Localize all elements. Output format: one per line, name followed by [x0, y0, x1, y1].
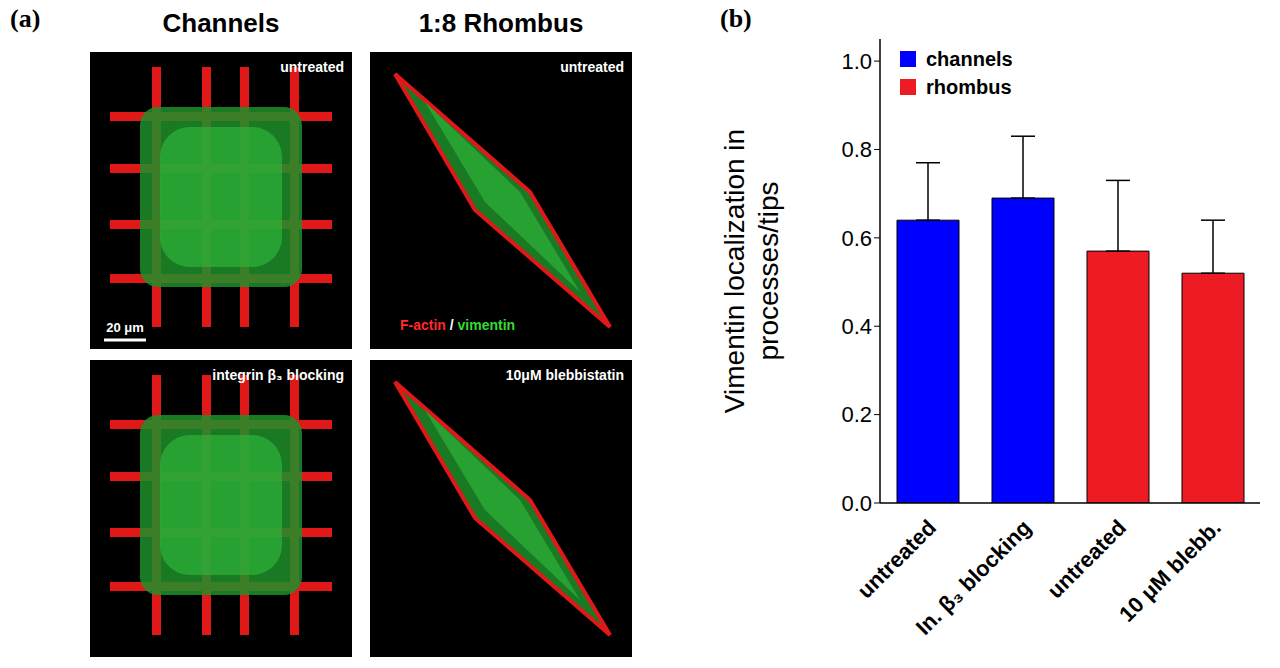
svg-text:Vimentin localization inproces: Vimentin localization inprocesses/tips [719, 129, 784, 413]
svg-text:In. β₃ blocking: In. β₃ blocking [911, 515, 1036, 640]
html-text:rhombus: rhombus [926, 75, 1012, 98]
html-text:Channels: Channels [162, 8, 280, 38]
svg-text:10μM blebbistatin: 10μM blebbistatin [506, 367, 624, 383]
svg-text:20 μm: 20 μm [106, 320, 144, 335]
svg-text:0.0: 0.0 [841, 491, 872, 516]
html-text:(a): (a) [10, 4, 41, 33]
html-text:1:8 Rhombus: 1:8 Rhombus [418, 8, 584, 38]
svg-text:0.6: 0.6 [841, 226, 872, 251]
svg-text:10 μM blebb.: 10 μM blebb. [1114, 515, 1226, 627]
svg-text:untreated: untreated [1042, 515, 1131, 604]
html-text:(b): (b) [720, 4, 752, 33]
html-text:channels: channels [926, 47, 1013, 70]
svg-text:0.4: 0.4 [841, 314, 872, 339]
svg-text:1.0: 1.0 [841, 49, 872, 74]
svg-text:integrin β₃ blocking: integrin β₃ blocking [212, 367, 344, 383]
svg-text:F-actin / vimentin: F-actin / vimentin [400, 317, 515, 333]
svg-text:0.8: 0.8 [841, 137, 872, 162]
svg-text:untreated: untreated [560, 59, 624, 75]
svg-text:untreated: untreated [852, 515, 941, 604]
svg-text:untreated: untreated [280, 59, 344, 75]
svg-text:0.2: 0.2 [841, 402, 872, 427]
